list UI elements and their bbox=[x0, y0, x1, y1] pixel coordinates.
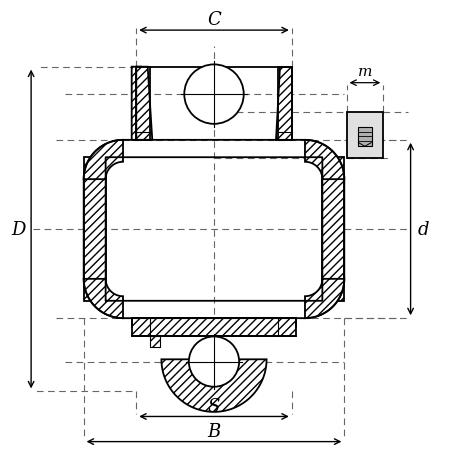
Polygon shape bbox=[304, 140, 343, 180]
Circle shape bbox=[189, 337, 239, 387]
Polygon shape bbox=[84, 279, 123, 319]
Polygon shape bbox=[150, 336, 160, 347]
Polygon shape bbox=[136, 67, 152, 140]
Polygon shape bbox=[84, 158, 106, 301]
Polygon shape bbox=[161, 359, 266, 412]
Polygon shape bbox=[275, 67, 291, 140]
Polygon shape bbox=[322, 158, 343, 301]
Text: m: m bbox=[357, 65, 371, 79]
Text: D: D bbox=[11, 220, 25, 239]
Polygon shape bbox=[346, 113, 348, 159]
Text: d: d bbox=[417, 220, 428, 239]
Polygon shape bbox=[131, 67, 150, 140]
Bar bbox=[346, 113, 382, 159]
Polygon shape bbox=[131, 319, 296, 336]
Text: B: B bbox=[207, 422, 220, 440]
Text: C: C bbox=[207, 11, 220, 28]
Polygon shape bbox=[304, 279, 343, 319]
Polygon shape bbox=[84, 140, 123, 180]
Bar bbox=[106, 158, 322, 301]
Text: S: S bbox=[207, 397, 220, 415]
Bar bbox=[357, 128, 371, 147]
Circle shape bbox=[184, 65, 243, 124]
